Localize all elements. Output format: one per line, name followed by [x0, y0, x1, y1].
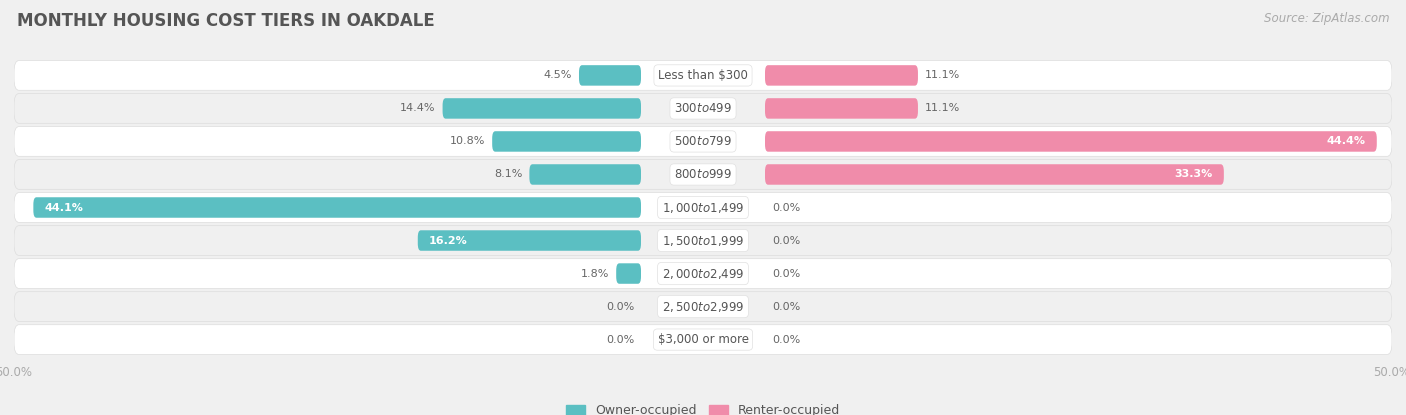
Text: $800 to $999: $800 to $999: [673, 168, 733, 181]
FancyBboxPatch shape: [765, 98, 918, 119]
FancyBboxPatch shape: [492, 131, 641, 152]
Text: 1.8%: 1.8%: [581, 269, 609, 278]
Text: 16.2%: 16.2%: [429, 236, 468, 246]
FancyBboxPatch shape: [14, 226, 1392, 255]
FancyBboxPatch shape: [418, 230, 641, 251]
Text: $500 to $799: $500 to $799: [673, 135, 733, 148]
Text: $1,500 to $1,999: $1,500 to $1,999: [662, 234, 744, 247]
FancyBboxPatch shape: [14, 259, 1392, 288]
Text: $2,500 to $2,999: $2,500 to $2,999: [662, 300, 744, 314]
FancyBboxPatch shape: [14, 193, 1392, 222]
Text: Source: ZipAtlas.com: Source: ZipAtlas.com: [1264, 12, 1389, 25]
FancyBboxPatch shape: [14, 325, 1392, 354]
FancyBboxPatch shape: [443, 98, 641, 119]
FancyBboxPatch shape: [14, 160, 1392, 189]
Text: 10.8%: 10.8%: [450, 137, 485, 146]
Text: MONTHLY HOUSING COST TIERS IN OAKDALE: MONTHLY HOUSING COST TIERS IN OAKDALE: [17, 12, 434, 30]
Text: 44.1%: 44.1%: [45, 203, 83, 212]
Text: 0.0%: 0.0%: [606, 302, 634, 312]
Text: 11.1%: 11.1%: [925, 71, 960, 81]
Text: $1,000 to $1,499: $1,000 to $1,499: [662, 200, 744, 215]
FancyBboxPatch shape: [14, 127, 1392, 156]
FancyBboxPatch shape: [616, 263, 641, 284]
FancyBboxPatch shape: [765, 131, 1376, 152]
FancyBboxPatch shape: [579, 65, 641, 85]
Text: 44.4%: 44.4%: [1327, 137, 1365, 146]
Text: $300 to $499: $300 to $499: [673, 102, 733, 115]
FancyBboxPatch shape: [530, 164, 641, 185]
Text: $2,000 to $2,499: $2,000 to $2,499: [662, 266, 744, 281]
FancyBboxPatch shape: [34, 197, 641, 218]
Text: 0.0%: 0.0%: [772, 203, 800, 212]
FancyBboxPatch shape: [14, 61, 1392, 90]
Text: 4.5%: 4.5%: [544, 71, 572, 81]
Text: Less than $300: Less than $300: [658, 69, 748, 82]
Text: 0.0%: 0.0%: [772, 334, 800, 344]
Legend: Owner-occupied, Renter-occupied: Owner-occupied, Renter-occupied: [561, 399, 845, 415]
Text: 33.3%: 33.3%: [1174, 169, 1213, 179]
Text: 0.0%: 0.0%: [772, 236, 800, 246]
Text: 0.0%: 0.0%: [772, 269, 800, 278]
Text: 0.0%: 0.0%: [772, 302, 800, 312]
FancyBboxPatch shape: [14, 93, 1392, 123]
Text: 11.1%: 11.1%: [925, 103, 960, 113]
Text: 0.0%: 0.0%: [606, 334, 634, 344]
Text: 8.1%: 8.1%: [494, 169, 523, 179]
FancyBboxPatch shape: [765, 164, 1223, 185]
FancyBboxPatch shape: [14, 292, 1392, 322]
Text: $3,000 or more: $3,000 or more: [658, 333, 748, 346]
Text: 14.4%: 14.4%: [401, 103, 436, 113]
FancyBboxPatch shape: [765, 65, 918, 85]
